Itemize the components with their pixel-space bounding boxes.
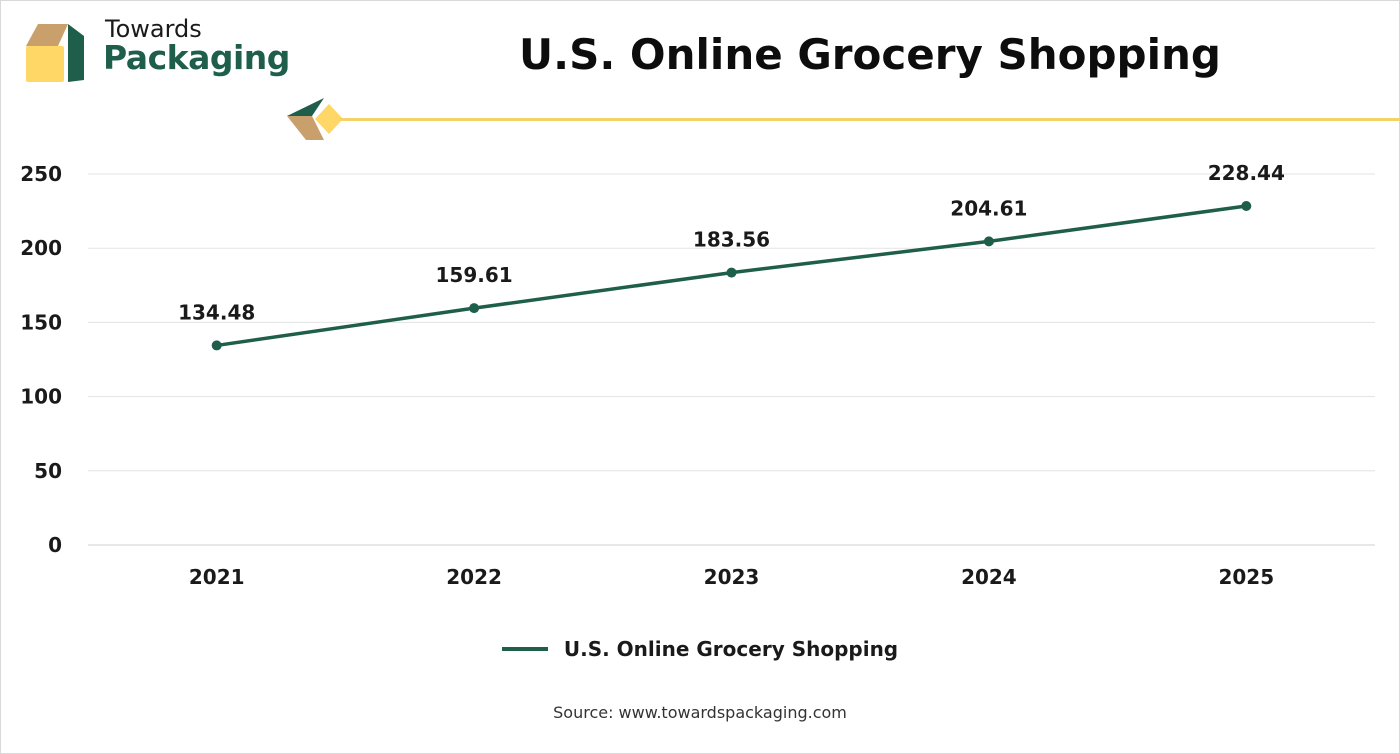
box-logo-icon [26,24,84,82]
data-point [211,340,222,351]
data-label: 134.48 [178,300,255,324]
x-tick-label: 2025 [1218,565,1274,589]
y-tick-label: 100 [20,385,62,409]
brand-logo: Towards Packaging [24,14,290,86]
y-tick-label: 0 [48,533,62,557]
title-divider [287,98,1400,140]
data-point [1241,200,1252,211]
legend-swatch [501,647,548,651]
y-tick-label: 50 [34,459,62,483]
x-tick-label: 2023 [704,565,760,589]
data-label: 183.56 [693,228,770,252]
chart-title: U.S. Online Grocery Shopping [519,30,1221,79]
x-tick-label: 2022 [446,565,502,589]
y-tick-label: 250 [20,162,62,186]
data-point [726,267,737,278]
y-tick-label: 200 [20,236,62,260]
data-point [983,236,994,247]
legend-label: U.S. Online Grocery Shopping [563,637,899,661]
x-tick-label: 2021 [189,565,245,589]
data-point [469,303,480,314]
data-label: 228.44 [1208,161,1285,185]
x-tick-label: 2024 [961,565,1017,589]
y-tick-label: 150 [20,310,62,334]
chart-legend: U.S. Online Grocery Shopping [0,636,1400,661]
source-note: Source: www.towardspackaging.com [553,703,847,722]
data-label: 159.61 [436,263,513,287]
line-chart: 0 50 100 150 200 250 2021 2022 2023 2024 2025 134… [20,161,1375,589]
data-label: 204.61 [950,196,1027,220]
brand-name-line2: Packaging [103,38,290,77]
brand-name-line1: Towards [105,15,202,43]
